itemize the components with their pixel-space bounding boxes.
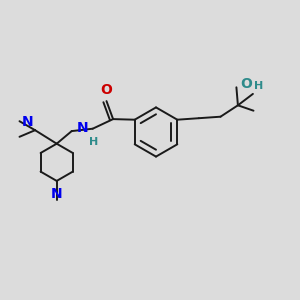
Text: O: O — [100, 83, 112, 97]
Text: O: O — [240, 77, 252, 91]
Text: N: N — [51, 187, 62, 201]
Text: N: N — [22, 115, 34, 129]
Text: H: H — [89, 137, 98, 147]
Text: N: N — [77, 121, 89, 134]
Text: H: H — [254, 81, 263, 91]
